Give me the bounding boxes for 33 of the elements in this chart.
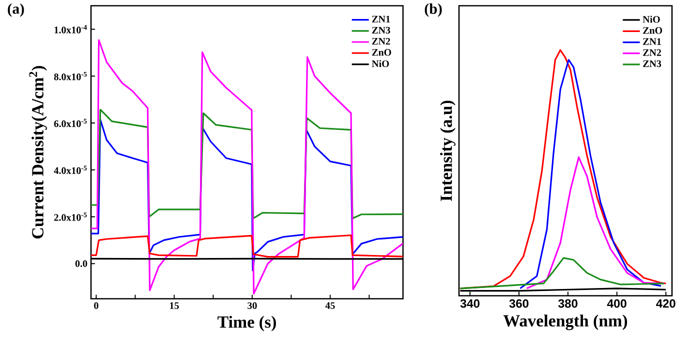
y-axis-title: Intensity (a.u) [440, 100, 456, 202]
legend-label: NiO [372, 60, 389, 68]
legend-label: ZN1 [643, 38, 661, 45]
line-series [91, 234, 403, 258]
legend-label: NiO [642, 16, 660, 23]
y-tick-label: 1.0x10$^{-4}$ [54, 25, 87, 34]
x-tick-label: 0 [94, 302, 98, 310]
x-tick-label: 45 [325, 302, 335, 310]
legend-label: ZN2 [372, 38, 390, 45]
x-axis-title: Time (s) [218, 316, 276, 332]
chart-title: (b) [424, 3, 442, 17]
y-tick-label: 8.0x10$^{-5}$ [54, 72, 87, 80]
x-tick-label: 360 [509, 299, 528, 308]
chart-title: (a) [8, 3, 24, 17]
x-tick-label: 30 [248, 302, 257, 310]
x-tick-label: 340 [460, 299, 480, 308]
x-axis-title: Wavelength (nm) [503, 314, 628, 330]
x-tick-label: 420 [656, 299, 676, 308]
legend-label: ZN3 [372, 26, 390, 34]
legend-label: ZN1 [372, 16, 390, 23]
y-tick-label: 0.0 [75, 260, 88, 268]
legend-label: ZnO [643, 27, 662, 34]
y-axis-title: Current Density(A/cm$^{2}$) [29, 66, 47, 239]
legend-label: ZN2 [643, 49, 662, 56]
x-tick-label: 15 [170, 302, 179, 310]
y-tick-label: 6.0x10$^{-5}$ [54, 118, 87, 128]
legend-label: ZN3 [643, 60, 662, 68]
x-tick-label: 400 [607, 299, 626, 308]
y-tick-label: 2.0x10$^{-5}$ [54, 212, 87, 221]
legend-label: ZnO [372, 49, 392, 56]
y-tick-label: 4.0x10$^{-5}$ [54, 166, 87, 174]
x-tick-label: 380 [558, 299, 578, 308]
line-series [91, 39, 403, 295]
